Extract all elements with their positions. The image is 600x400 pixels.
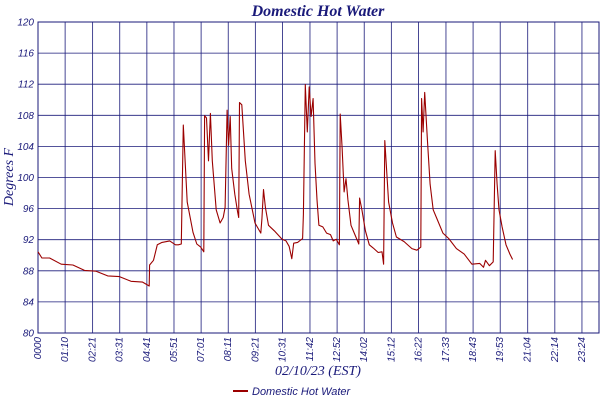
x-tick-label: 02:21 (88, 337, 99, 362)
chart-title: Domestic Hot Water (251, 3, 386, 20)
x-tick-label: 22:14 (550, 337, 561, 363)
y-tick-label: 112 (18, 80, 34, 91)
y-tick-label: 84 (23, 297, 35, 308)
y-tick-label: 116 (18, 49, 34, 60)
x-tick-label: 01:10 (60, 337, 71, 362)
x-tick-label: 04:41 (142, 337, 153, 362)
x-tick-label: 21:04 (523, 337, 534, 363)
y-tick-label: 88 (23, 266, 35, 277)
x-axis-ticks: 0000 01:10 02:21 03:31 04:41 05:51 07:01 08:11 0… (33, 337, 588, 363)
x-tick-label: 05:51 (169, 337, 180, 362)
x-axis-label: 02/10/23 (EST) (275, 364, 361, 379)
y-tick-label: 108 (17, 111, 34, 122)
y-axis-label: Degrees F (2, 147, 17, 207)
x-tick-label: 15:12 (386, 337, 397, 362)
x-tick-label: 09:21 (250, 337, 261, 362)
grid (37, 21, 599, 334)
x-tick-label: 10:31 (277, 337, 288, 362)
y-tick-label: 96 (23, 204, 35, 215)
y-tick-label: 92 (23, 235, 35, 246)
x-tick-label: 08:11 (223, 337, 234, 361)
x-tick-label: 14:02 (359, 337, 370, 362)
x-tick-label: 0000 (33, 337, 44, 360)
y-tick-label: 80 (23, 329, 35, 340)
x-tick-label: 11:42 (305, 337, 316, 362)
x-tick-label: 12:52 (332, 337, 343, 362)
series-line-domestic-hot-water (37, 84, 514, 287)
y-tick-label: 104 (17, 142, 34, 153)
x-tick-label: 03:31 (115, 337, 126, 362)
x-tick-label: 07:01 (196, 337, 207, 362)
legend-label: Domestic Hot Water (252, 386, 352, 398)
x-tick-label: 18:43 (468, 337, 479, 362)
x-tick-label: 19:53 (495, 337, 506, 362)
x-tick-label: 16:22 (413, 337, 424, 362)
y-tick-label: 100 (17, 173, 34, 184)
legend: Domestic Hot Water (233, 386, 352, 398)
y-axis-ticks: 80 84 88 92 96 100 104 108 112 116 120 (17, 18, 34, 340)
y-tick-label: 120 (17, 18, 34, 29)
x-tick-label: 23:24 (577, 337, 588, 363)
x-tick-label: 17:33 (441, 337, 452, 362)
